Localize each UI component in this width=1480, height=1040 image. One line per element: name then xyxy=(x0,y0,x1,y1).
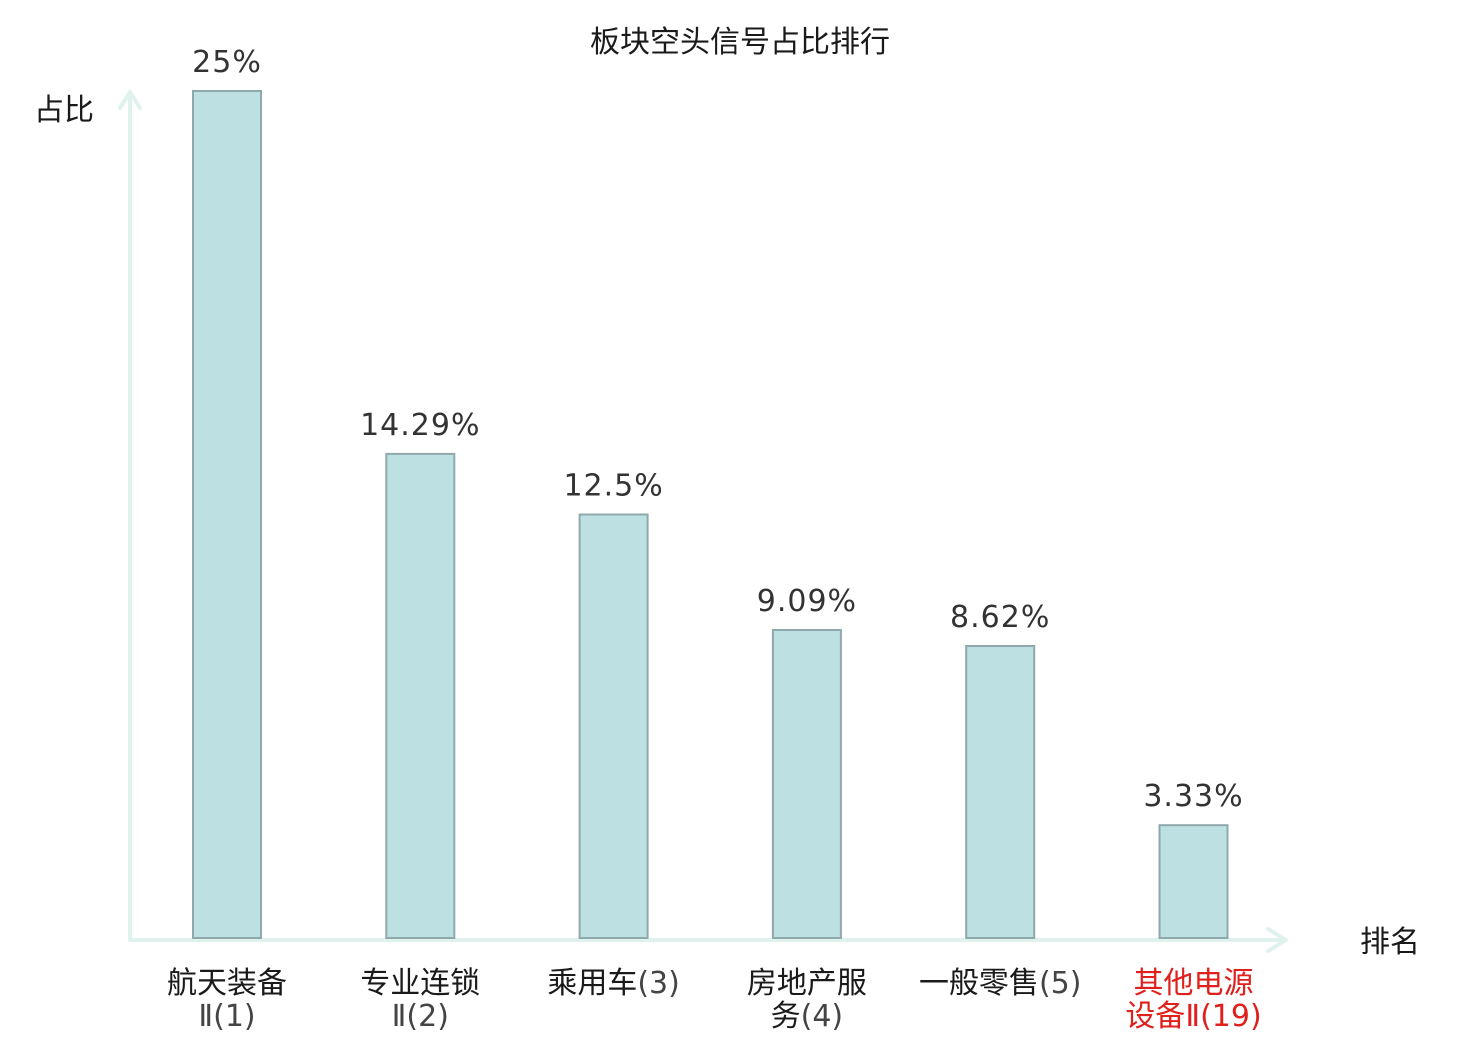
bar xyxy=(578,513,649,939)
bar xyxy=(965,645,1036,939)
data-label: 8.62% xyxy=(950,600,1050,635)
data-label: 9.09% xyxy=(757,584,857,619)
data-label: 14.29% xyxy=(360,408,480,443)
bar xyxy=(771,629,842,939)
x-axis xyxy=(128,927,1288,953)
bar xyxy=(192,90,262,939)
x-tick-label: 房地产服务(4) xyxy=(747,966,867,1034)
data-label: 12.5% xyxy=(563,469,663,504)
x-tick-label: 一般零售(5) xyxy=(919,966,1081,1001)
data-label: 25% xyxy=(192,45,262,80)
y-axis xyxy=(118,90,142,940)
x-tick-label: 航天装备 Ⅱ(1) xyxy=(167,966,287,1034)
x-tick-label: 其他电源设备Ⅱ(19) xyxy=(1125,966,1261,1034)
chart-title: 板块空头信号占比排行 xyxy=(590,25,890,60)
y-axis-label: 占比 xyxy=(34,93,94,128)
x-tick-label: 专业连锁 Ⅱ(2) xyxy=(360,966,480,1034)
data-label: 3.33% xyxy=(1143,779,1243,814)
x-axis-label: 排名 xyxy=(1360,925,1420,960)
x-tick-label: 乘用车(3) xyxy=(547,966,680,1001)
bars xyxy=(192,90,1229,940)
bar xyxy=(1158,824,1229,940)
bar xyxy=(385,452,456,939)
x-tick-labels: 航天装备 Ⅱ(1) 专业连锁 Ⅱ(2) 乘用车(3) 房地产服务(4) 一般零售(5) 其他电… xyxy=(167,966,1262,1034)
value-labels: 25% 14.29% 12.5% 9.09% 8.62% 3.33% xyxy=(192,45,1243,814)
